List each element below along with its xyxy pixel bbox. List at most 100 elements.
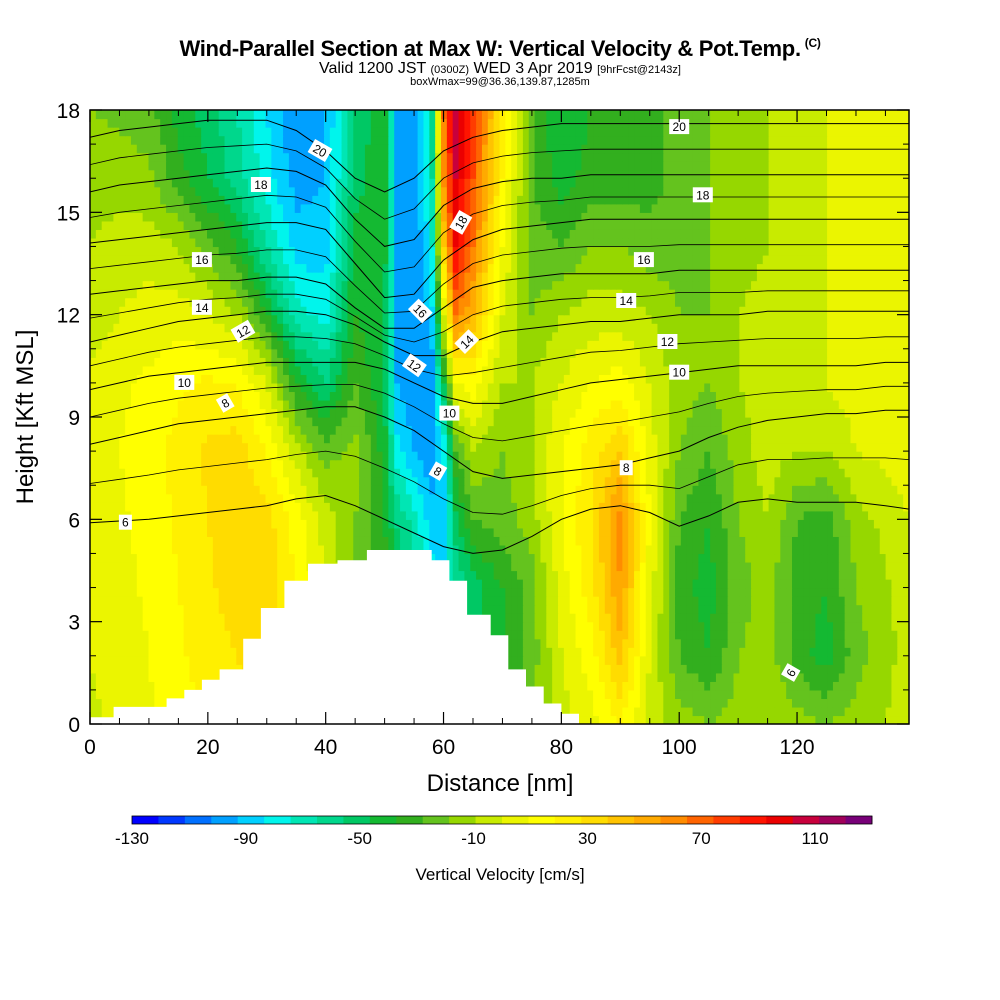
velocity-cell [873, 715, 881, 724]
velocity-cell [136, 536, 144, 546]
velocity-cell [171, 664, 179, 674]
velocity-cell [148, 698, 155, 708]
velocity-cell [745, 536, 752, 546]
velocity-cell [897, 553, 904, 563]
velocity-cell [809, 527, 816, 537]
velocity-cell [125, 655, 132, 665]
velocity-cell [558, 630, 565, 640]
velocity-cell [487, 613, 495, 623]
velocity-cell [756, 502, 764, 512]
velocity-cell [277, 417, 284, 427]
velocity-cell [230, 587, 237, 597]
velocity-cell [569, 596, 577, 606]
velocity-cell [645, 655, 653, 665]
velocity-cell [558, 638, 565, 648]
velocity-cell [721, 527, 729, 537]
velocity-cell [897, 425, 904, 435]
velocity-cell [891, 544, 898, 555]
velocity-cell [423, 425, 430, 435]
velocity-cell [768, 715, 776, 724]
velocity-cell [569, 604, 577, 614]
velocity-cell [634, 510, 641, 520]
velocity-cell [253, 570, 261, 580]
velocity-cell [107, 502, 114, 512]
velocity-cell [517, 596, 524, 606]
velocity-cell [844, 621, 852, 631]
velocity-cell [236, 519, 243, 529]
velocity-cell [885, 689, 893, 700]
velocity-cell [657, 681, 664, 691]
velocity-cell [628, 527, 635, 537]
velocity-cell [587, 510, 594, 520]
velocity-cell [253, 587, 261, 597]
velocity-cell [511, 655, 518, 665]
velocity-cell [721, 536, 729, 546]
velocity-cell [394, 510, 401, 520]
velocity-cell [569, 434, 577, 444]
velocity-cell [827, 442, 834, 452]
velocity-cell [868, 613, 875, 623]
velocity-cell [253, 417, 261, 427]
velocity-cell [546, 451, 553, 461]
velocity-cell [733, 596, 740, 606]
velocity-cell [119, 604, 126, 614]
velocity-cell [130, 485, 138, 495]
velocity-cell [540, 519, 547, 529]
velocity-cell [394, 527, 401, 537]
velocity-cell [634, 638, 641, 648]
velocity-cell [581, 561, 588, 572]
velocity-cell [645, 459, 653, 469]
velocity-cell [581, 579, 588, 589]
velocity-cell [651, 587, 659, 597]
velocity-cell [797, 468, 805, 478]
velocity-cell [797, 553, 805, 563]
velocity-cell [160, 459, 167, 469]
velocity-cell [809, 468, 816, 478]
velocity-cell [195, 451, 202, 461]
velocity-cell [593, 664, 600, 674]
velocity-cell [768, 493, 776, 503]
velocity-cell [154, 536, 161, 546]
velocity-cell [756, 664, 764, 674]
velocity-cell [166, 561, 173, 572]
velocity-cell [446, 425, 454, 435]
velocity-cell [879, 502, 887, 512]
velocity-cell [166, 672, 173, 682]
velocity-cell [534, 468, 542, 478]
velocity-cell [376, 417, 384, 427]
velocity-cell [160, 672, 167, 682]
velocity-cell [177, 417, 185, 427]
velocity-cell [470, 476, 477, 486]
velocity-cell [739, 604, 746, 614]
velocity-cell [821, 442, 828, 452]
velocity-cell [628, 630, 635, 640]
velocity-cell [745, 596, 752, 606]
velocity-cell [610, 664, 618, 674]
velocity-cell [715, 527, 723, 537]
velocity-cell [768, 544, 776, 555]
velocity-cell [815, 681, 822, 691]
velocity-cell [470, 442, 477, 452]
velocity-cell [593, 689, 600, 700]
velocity-cell [160, 664, 167, 674]
velocity-cell [534, 561, 542, 572]
velocity-cell [868, 596, 875, 606]
velocity-cell [675, 544, 682, 555]
velocity-cell [493, 596, 501, 606]
velocity-cell [476, 485, 483, 495]
velocity-cell [634, 536, 641, 546]
velocity-cell [207, 638, 214, 648]
velocity-cell [844, 510, 852, 520]
velocity-cell [862, 621, 869, 631]
velocity-cell [628, 502, 635, 512]
velocity-cell [207, 561, 214, 572]
velocity-cell [704, 672, 711, 682]
velocity-cell [324, 519, 331, 529]
velocity-cell [710, 630, 717, 640]
velocity-cell [288, 570, 296, 580]
velocity-cell [598, 476, 606, 486]
velocity-cell [166, 655, 173, 665]
velocity-cell [107, 553, 114, 563]
velocity-cell [388, 459, 395, 469]
velocity-cell [154, 613, 161, 623]
